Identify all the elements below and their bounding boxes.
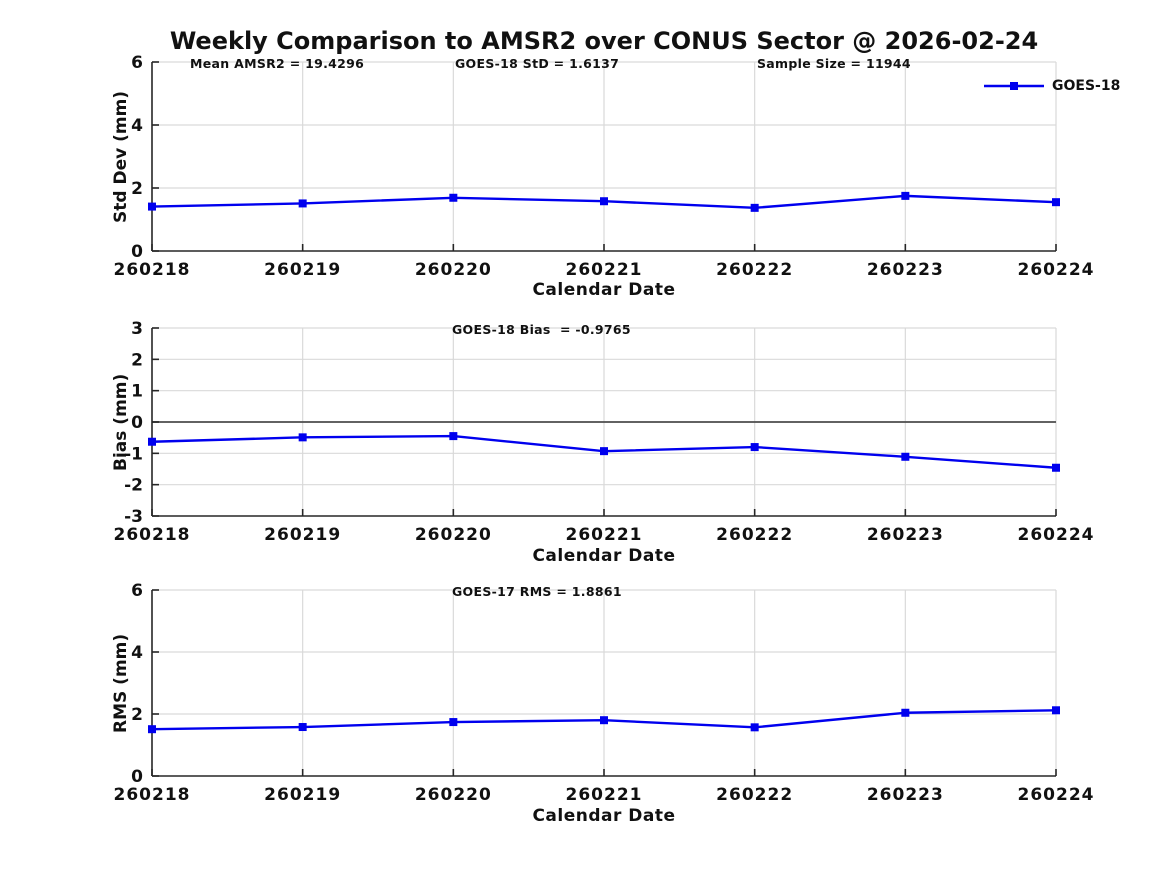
data-point-marker — [298, 723, 307, 732]
y-axis-label-rms: RMS (mm) — [111, 633, 131, 733]
x-tick-label: 260219 — [264, 260, 341, 280]
y-tick-label: 6 — [131, 581, 143, 601]
x-tick-label: 260219 — [264, 525, 341, 545]
x-tick-label: 260222 — [716, 525, 793, 545]
y-tick-label: -2 — [124, 476, 143, 496]
y-tick-label: 1 — [131, 382, 143, 402]
data-point-marker — [449, 193, 458, 202]
y-tick-label: 2 — [131, 350, 143, 370]
x-tick-label: 260224 — [1018, 525, 1095, 545]
data-point-marker — [901, 191, 910, 200]
figure-title: Weekly Comparison to AMSR2 over CONUS Se… — [169, 27, 1039, 55]
x-tick-label: 260224 — [1018, 785, 1095, 805]
x-tick-label: 260218 — [114, 525, 191, 545]
y-tick-label: 6 — [131, 53, 143, 73]
x-tick-label: 260223 — [867, 785, 944, 805]
data-point-marker — [901, 452, 910, 461]
x-axis-label-std-dev: Calendar Date — [532, 280, 676, 300]
x-tick-label: 260220 — [415, 525, 492, 545]
x-tick-label: 260221 — [566, 260, 643, 280]
data-point-marker — [901, 708, 910, 717]
y-tick-label: 0 — [131, 242, 143, 262]
data-point-marker — [750, 443, 759, 452]
data-point-marker — [1052, 198, 1060, 207]
data-point-marker — [1052, 706, 1060, 715]
x-tick-label: 260219 — [264, 785, 341, 805]
x-tick-label: 260222 — [716, 260, 793, 280]
annotation-goes18-std: GOES-18 StD = 1.6137 — [455, 56, 620, 71]
x-tick-label: 260218 — [114, 260, 191, 280]
annotation-mean-amsr2: Mean AMSR2 = 19.4296 — [190, 56, 365, 71]
y-tick-label: -3 — [124, 507, 143, 527]
subplot-bias: 260218 260219 260220 260221 260222 260223 2602… — [114, 319, 1095, 545]
x-tick-label: 260223 — [867, 260, 944, 280]
y-axis-label-std-dev: Std Dev (mm) — [111, 90, 131, 223]
data-point-marker — [148, 725, 156, 734]
x-tick-label: 260220 — [415, 260, 492, 280]
y-tick-label: 4 — [131, 116, 143, 136]
data-point-marker — [750, 203, 759, 212]
annotation-sample-size: Sample Size = 11944 — [757, 56, 911, 71]
y-tick-label: 3 — [131, 319, 143, 339]
x-axis-label-bias: Calendar Date — [532, 546, 676, 566]
data-point-marker — [600, 716, 608, 725]
x-tick-label: 260218 — [114, 785, 191, 805]
x-tick-label: 260221 — [566, 785, 643, 805]
data-point-marker — [148, 437, 156, 446]
y-tick-label: 0 — [131, 413, 143, 433]
data-point-marker — [148, 202, 156, 211]
x-tick-label: 260223 — [867, 525, 944, 545]
legend-label: GOES-18 — [1052, 78, 1121, 94]
y-tick-label: 4 — [131, 643, 143, 663]
data-point-marker — [298, 199, 307, 208]
y-tick-label: 2 — [131, 179, 143, 199]
x-tick-label: 260221 — [566, 525, 643, 545]
y-tick-label: 0 — [131, 767, 143, 787]
x-axis-label-rms: Calendar Date — [532, 806, 676, 826]
x-tick-label: 260220 — [415, 785, 492, 805]
data-point-marker — [449, 432, 458, 441]
data-point-marker — [600, 197, 608, 206]
subplot-rms: 260218 260219 260220 260221 260222 260223 2602… — [114, 581, 1095, 805]
annotation-goes17-rms: GOES-17 RMS = 1.8861 — [452, 584, 622, 599]
data-point-marker — [750, 723, 759, 732]
y-axis-label-bias: Bias (mm) — [111, 373, 131, 471]
x-tick-label: 260224 — [1018, 260, 1095, 280]
data-point-marker — [449, 718, 458, 727]
data-point-marker — [600, 447, 608, 456]
annotation-goes18-bias: GOES-18 Bias = -0.9765 — [452, 322, 631, 337]
x-tick-label: 260222 — [716, 785, 793, 805]
data-point-marker — [298, 433, 307, 442]
legend: GOES-18 — [983, 78, 1120, 94]
subplot-std-dev: 260218 260219 260220 260221 260222 260223 2602… — [114, 53, 1095, 280]
y-tick-label: 2 — [131, 705, 143, 725]
data-point-marker — [1052, 463, 1060, 472]
legend-line-marker-icon — [984, 82, 1044, 90]
y-tick-label: -1 — [124, 444, 143, 464]
